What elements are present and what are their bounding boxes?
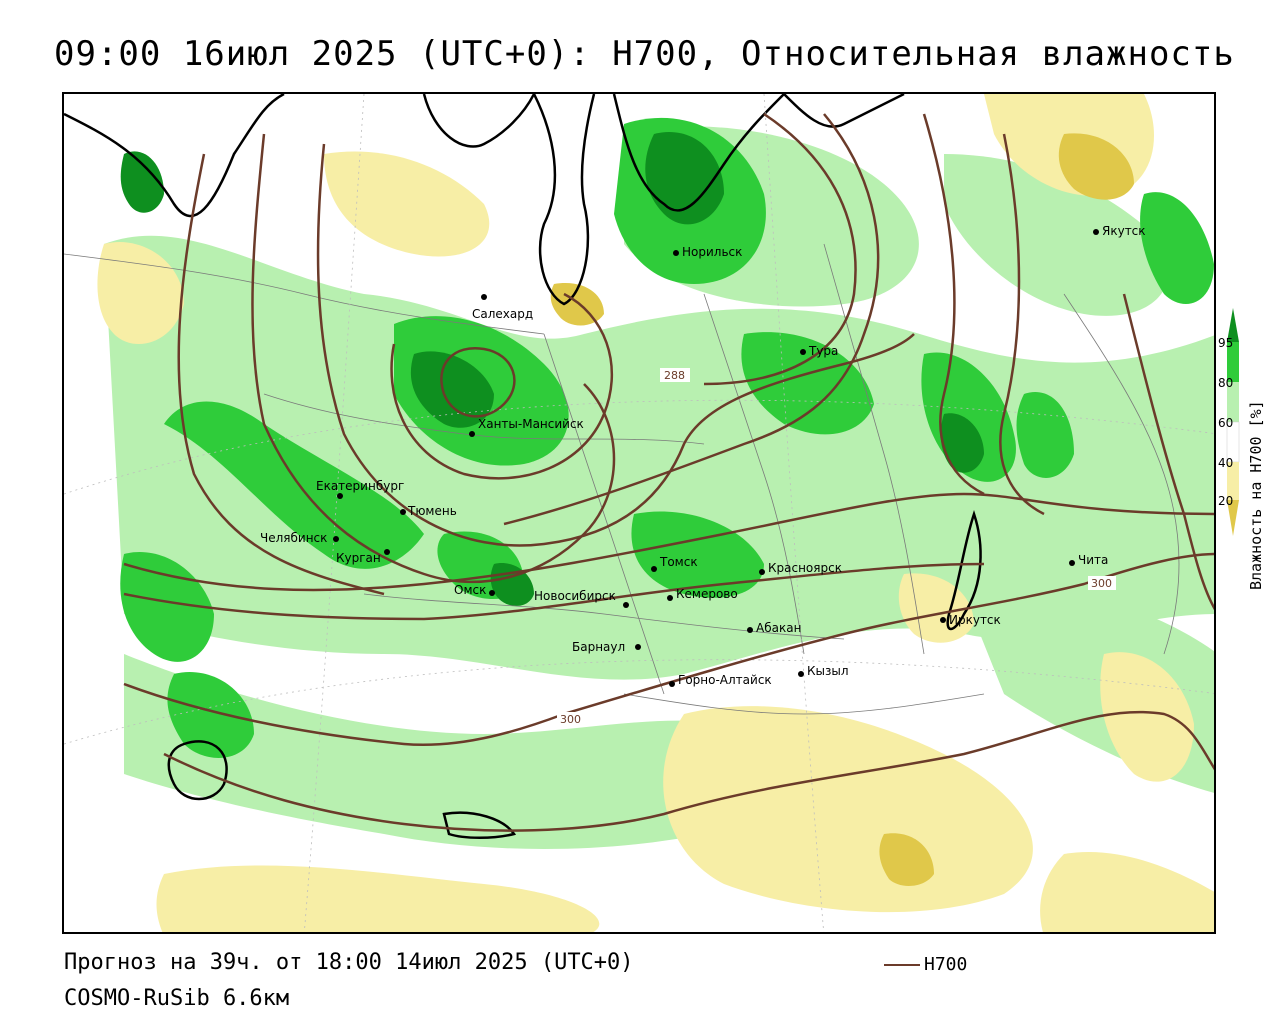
coastlines: [64, 94, 982, 839]
colorbar-tick-40: 40: [1218, 456, 1234, 470]
city-irkutsk[interactable]: Иркутск: [940, 613, 1001, 627]
city-yakutsk[interactable]: Якутск: [1093, 224, 1146, 238]
city-chita[interactable]: Чита: [1069, 553, 1108, 567]
svg-text:Якутск: Якутск: [1102, 224, 1146, 238]
h700-contours: [123, 112, 1214, 832]
svg-text:Екатеринбург: Екатеринбург: [316, 479, 404, 493]
city-tyumen[interactable]: Тюмень: [400, 504, 457, 518]
colorbar-title: Влажность на H700 [%]: [1247, 400, 1265, 590]
city-norilsk[interactable]: Норильск: [673, 245, 742, 259]
svg-text:Тюмень: Тюмень: [407, 504, 457, 518]
svg-text:Иркутск: Иркутск: [949, 613, 1001, 627]
city-tura[interactable]: Тура: [800, 344, 838, 358]
forecast-info: Прогноз на 39ч. от 18:00 14июл 2025 (UTC…: [64, 950, 634, 975]
svg-text:Абакан: Абакан: [756, 621, 801, 635]
city-tomsk[interactable]: Томск: [651, 555, 698, 572]
svg-text:Норильск: Норильск: [682, 245, 742, 259]
colorbar-tick-20: 20: [1218, 494, 1234, 508]
svg-text:Барнаул: Барнаул: [572, 640, 625, 654]
map-canvas[interactable]: 288 300 300 Норильск Якутск Салехард Тур…: [64, 94, 1216, 934]
colorbar-band-20: [1227, 462, 1239, 500]
model-info: COSMO-RuSib 6.6км: [64, 986, 290, 1011]
colorbar-arrow-top: [1227, 308, 1239, 342]
svg-text:Красноярск: Красноярск: [768, 561, 842, 575]
colorbar-tick-60: 60: [1218, 416, 1234, 430]
humidity-colorbar: [1226, 308, 1240, 536]
h700-legend-label: H700: [924, 954, 968, 975]
colorbar-tick-80: 80: [1218, 376, 1234, 390]
contour-label-300-a: 300: [560, 713, 581, 726]
city-omsk[interactable]: Омск: [454, 583, 495, 597]
humidity-field-0: [550, 133, 1134, 886]
city-khanty-mansiysk[interactable]: Ханты-Мансийск: [469, 417, 584, 437]
svg-text:Омск: Омск: [454, 583, 486, 597]
svg-text:Кызыл: Кызыл: [807, 664, 849, 678]
city-salekhard[interactable]: Салехард: [472, 294, 533, 321]
svg-text:Новосибирск: Новосибирск: [534, 589, 616, 603]
svg-text:Курган: Курган: [336, 551, 381, 565]
city-yekaterinburg[interactable]: Екатеринбург: [316, 479, 404, 499]
city-barnaul[interactable]: Барнаул: [572, 640, 641, 654]
page-title: 09:00 16июл 2025 (UTC+0): H700, Относите…: [54, 34, 1235, 74]
contour-label-288: 288: [664, 369, 685, 382]
svg-text:Кемерово: Кемерово: [676, 587, 738, 601]
svg-text:Ханты-Мансийск: Ханты-Мансийск: [478, 417, 584, 431]
city-chelyabinsk[interactable]: Челябинск: [260, 531, 339, 545]
city-gorno-altaysk[interactable]: Горно-Алтайск: [669, 673, 772, 687]
contour-labels: 288 300 300: [557, 368, 1116, 726]
svg-text:Челябинск: Челябинск: [260, 531, 327, 545]
colorbar-tick-95: 95: [1218, 336, 1234, 350]
humidity-field-95: [120, 132, 984, 606]
svg-text:Салехард: Салехард: [472, 307, 533, 321]
humidity-field-20: [97, 94, 1214, 932]
cities: Норильск Якутск Салехард Тура Ханты-Манс…: [260, 224, 1146, 687]
svg-text:Томск: Томск: [659, 555, 698, 569]
map-panel[interactable]: 288 300 300 Норильск Якутск Салехард Тур…: [62, 92, 1216, 934]
graticule: [64, 94, 1214, 932]
h700-legend: H700: [884, 954, 967, 975]
city-abakan[interactable]: Абакан: [747, 621, 801, 635]
humidity-field-60: [104, 126, 1214, 849]
colorbar-band-80: [1227, 342, 1239, 382]
city-krasnoyarsk[interactable]: Красноярск: [759, 561, 842, 575]
svg-text:Чита: Чита: [1078, 553, 1108, 567]
svg-text:Горно-Алтайск: Горно-Алтайск: [678, 673, 772, 687]
colorbar-band-60: [1227, 382, 1239, 422]
city-kurgan[interactable]: Курган: [336, 549, 390, 565]
city-kemerovo[interactable]: Кемерово: [667, 587, 738, 601]
h700-line-swatch: [884, 963, 920, 966]
city-novosibirsk[interactable]: Новосибирск: [534, 589, 629, 608]
colorbar-arrow-bottom: [1227, 500, 1239, 536]
svg-text:Тура: Тура: [808, 344, 838, 358]
region-borders: [64, 243, 1180, 715]
city-kyzyl[interactable]: Кызыл: [798, 664, 849, 678]
contour-label-300-b: 300: [1091, 577, 1112, 590]
